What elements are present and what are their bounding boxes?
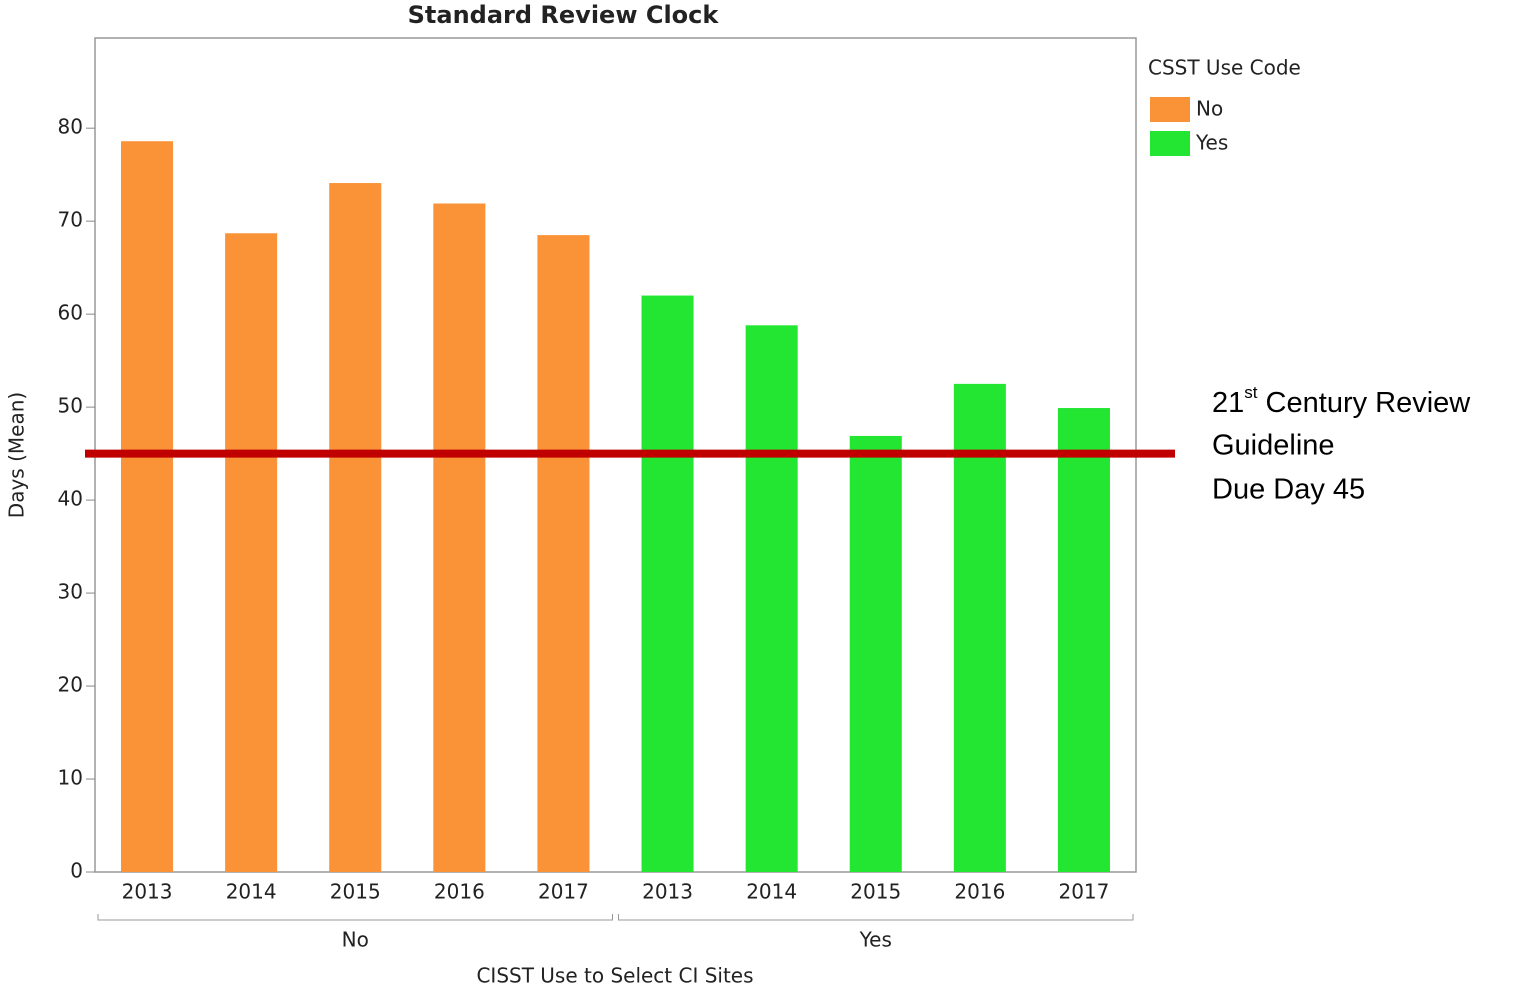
bar [225,233,278,872]
y-tick-label: 80 [58,115,83,139]
annotation: 21st Century Review [1212,383,1471,418]
y-tick-label: 10 [58,766,83,790]
annotation-rest: Century Review [1258,387,1472,419]
y-axis-label: Days (Mean) [5,392,29,518]
annotation-superscript: st [1244,383,1258,402]
x-tick-label: 2014 [746,880,797,904]
group-label: No [342,928,369,952]
bar [121,141,174,873]
annotation-number: 21 [1212,387,1244,419]
group-bracket [618,914,1134,921]
y-tick-label: 20 [58,673,83,697]
x-tick-label: 2013 [122,880,173,904]
bar [433,203,486,873]
y-tick-label: 60 [58,301,83,325]
y-tick-label: 50 [58,394,83,418]
y-tick-label: 30 [58,580,83,604]
legend-label: Yes [1195,131,1228,155]
x-tick-label: 2017 [1058,880,1109,904]
x-tick-label: 2016 [954,880,1005,904]
legend-swatch [1150,97,1190,122]
x-tick-label: 2015 [330,880,381,904]
x-tick-label: 2017 [538,880,589,904]
bar [953,383,1006,872]
legend-label: No [1196,97,1223,121]
x-tick-label: 2015 [850,880,901,904]
x-tick-label: 2016 [434,880,485,904]
bar [745,325,798,872]
annotation-line: Guideline [1212,430,1335,462]
x-axis-label: CISST Use to Select CI Sites [476,964,753,988]
x-tick-label: 2014 [226,880,277,904]
legend-title: CSST Use Code [1148,56,1301,80]
x-tick-label: 2013 [642,880,693,904]
y-tick-label: 40 [58,487,83,511]
annotation-line: Due Day 45 [1212,474,1365,506]
bar [849,435,902,872]
group-bracket [97,914,613,921]
y-tick-label: 70 [58,208,83,232]
chart-title: Standard Review Clock [408,1,720,29]
bar [537,235,590,873]
bar [329,183,382,873]
bar [1057,408,1110,872]
y-tick-label: 0 [70,859,83,883]
bar [641,295,694,872]
group-label: Yes [859,928,892,952]
legend-swatch [1150,131,1190,156]
